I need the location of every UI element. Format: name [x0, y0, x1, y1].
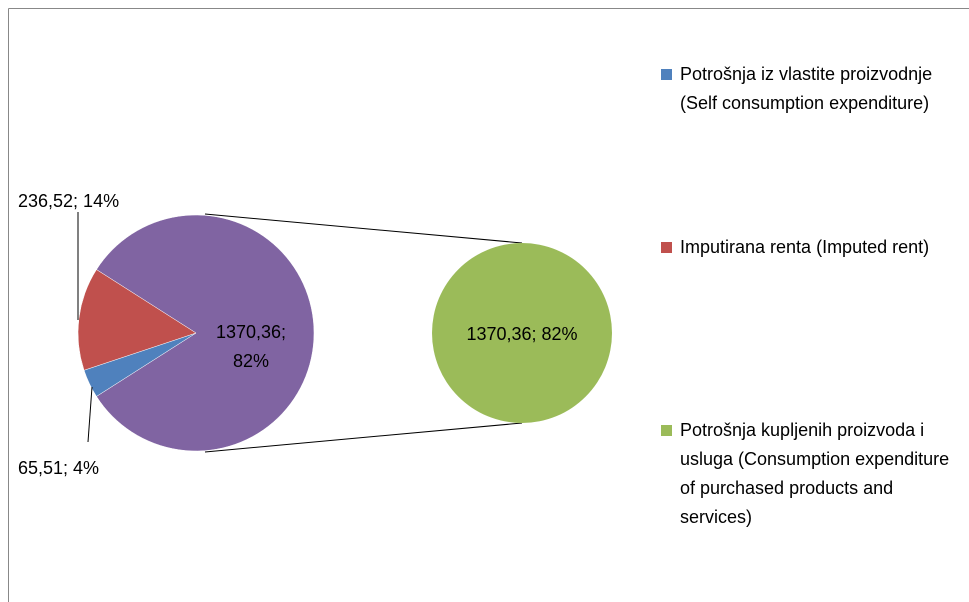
data-label: 1370,36; 82% [466, 324, 577, 344]
data-label: 236,52; 14% [18, 191, 119, 211]
connector-line [204, 422, 523, 453]
legend-swatch [661, 425, 672, 436]
legend-label: Imputirana renta (Imputed rent) [680, 237, 930, 257]
legend-label: Potrošnja iz vlastite proizvodnje (Self … [680, 64, 933, 113]
legend-label: Potrošnja kupljenih proizvoda i usluga (… [680, 420, 950, 527]
data-label: 1370,36; 82% [215, 322, 287, 371]
pie-slice [96, 214, 315, 452]
pie-slice [432, 243, 612, 423]
pie-slice [77, 269, 197, 371]
legend-label: Potrošnja iz vlastite proizvodnje (Self … [680, 64, 933, 113]
leader-line [87, 386, 93, 443]
legend-label: Potrošnja kupljenih proizvoda i usluga (… [680, 420, 950, 527]
connector-line [204, 213, 523, 244]
data-label: 65,51; 4% [18, 458, 99, 478]
legend-swatch [661, 242, 672, 253]
data-label: 1370,36; 82% [215, 322, 287, 371]
legend-swatch [661, 69, 672, 80]
legend-label: Imputirana renta (Imputed rent) [680, 237, 930, 257]
